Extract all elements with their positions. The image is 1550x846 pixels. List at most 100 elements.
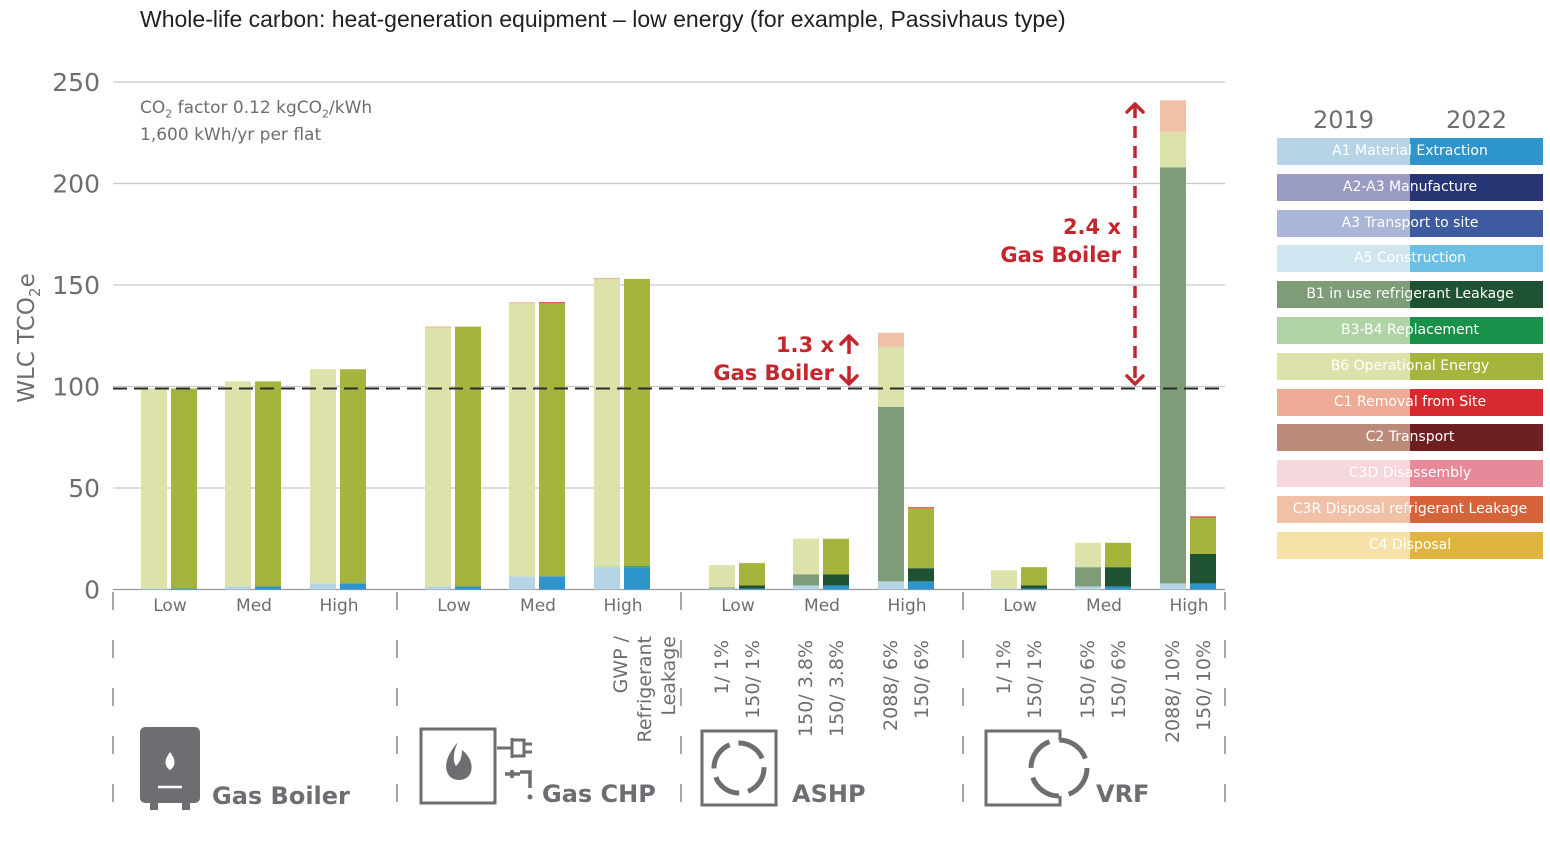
bar-segment bbox=[255, 381, 281, 587]
y-tick-label: 0 bbox=[84, 576, 100, 605]
y-tick-label: 100 bbox=[52, 373, 100, 402]
vrf-annotation: 2.4 x Gas Boiler bbox=[980, 213, 1121, 269]
plug-icon bbox=[497, 738, 532, 758]
bar-segment bbox=[455, 586, 481, 590]
bar-segment bbox=[1160, 167, 1186, 584]
bar-segment bbox=[878, 346, 904, 407]
legend-swatch-2019 bbox=[1277, 245, 1410, 273]
legend-swatch-2019 bbox=[1277, 138, 1410, 165]
legend-swatch-2022 bbox=[1410, 424, 1543, 452]
category-gas-chp: Gas CHP bbox=[542, 780, 656, 808]
legend-swatch-2019 bbox=[1277, 388, 1410, 416]
bar-param-label: 150/ 1% bbox=[742, 640, 764, 719]
energy-use-note: 1,600 kWh/yr per flat bbox=[140, 125, 322, 145]
param-axis-title: GWP / Refrigerant Leakage bbox=[610, 635, 680, 742]
category-gas-boiler: Gas Boiler bbox=[212, 782, 350, 810]
bar-param-label: 150/ 6% bbox=[1077, 640, 1099, 719]
category-vrf: VRF bbox=[1096, 780, 1150, 808]
legend-years: 2019 2022 bbox=[1277, 106, 1543, 138]
legend-swatch-2022 bbox=[1410, 281, 1543, 309]
legend-swatch-2019 bbox=[1277, 424, 1410, 452]
bar-segment bbox=[425, 586, 451, 590]
bar-segment bbox=[793, 538, 819, 575]
bar-segment bbox=[594, 278, 620, 567]
bar-param-label: 150/ 3.8% bbox=[826, 640, 848, 737]
legend-swatch-2019 bbox=[1277, 281, 1410, 309]
bar-param-label: 150/ 6% bbox=[1108, 640, 1130, 719]
legend-item-label: B1 in use refrigerant Leakage bbox=[1306, 286, 1514, 303]
bar-param-label: 150/ 6% bbox=[911, 640, 933, 719]
bar-segment bbox=[908, 581, 934, 590]
legend-rows: A1 Material Extraction A2-A3 Manufacture A… bbox=[1277, 138, 1543, 559]
bar-segment bbox=[991, 570, 1017, 589]
legend-swatch-2019 bbox=[1277, 173, 1410, 201]
legend-swatch-2019 bbox=[1277, 531, 1410, 559]
bar-segment bbox=[624, 278, 650, 567]
legend-item: C1 Removal from Site bbox=[1277, 388, 1543, 416]
bar-segment bbox=[624, 566, 650, 568]
bar-segment bbox=[709, 588, 735, 590]
gas-chp-icon bbox=[419, 727, 497, 805]
legend-item: C3D Disassembly bbox=[1277, 460, 1543, 488]
x-tick-label: Low bbox=[437, 596, 471, 616]
legend-item-label: A5 Construction bbox=[1353, 250, 1467, 267]
legend-swatch-2022 bbox=[1410, 316, 1543, 344]
bar-segment bbox=[594, 566, 620, 568]
bar-segment bbox=[793, 574, 819, 586]
legend-item: A3 Transport to site bbox=[1277, 209, 1543, 237]
legend-item: C4 Disposal bbox=[1277, 531, 1543, 559]
fire-icon bbox=[446, 742, 472, 780]
legend-item-label: C4 Disposal bbox=[1368, 536, 1452, 553]
bar-segment bbox=[823, 585, 849, 590]
vrf-comparison-label: Gas Boiler bbox=[1000, 243, 1121, 267]
x-tick-label: Med bbox=[520, 596, 556, 616]
legend-item-label: B6 Operational Energy bbox=[1330, 357, 1490, 374]
bar-segment bbox=[624, 567, 650, 590]
legend-swatch-2022 bbox=[1410, 352, 1543, 380]
legend-item-label: C3R Disposal refrigerant Leakage bbox=[1292, 500, 1528, 517]
tap-icon bbox=[505, 770, 532, 788]
bar-param-label: 2088/ 6% bbox=[880, 640, 902, 731]
bar-segment bbox=[1190, 583, 1216, 590]
bar-segment bbox=[739, 563, 765, 586]
legend-swatch-2022 bbox=[1410, 495, 1543, 523]
bar-param-label: 150/ 1% bbox=[1024, 640, 1046, 719]
legend-item: A5 Construction bbox=[1277, 245, 1543, 273]
bar-segment bbox=[709, 565, 735, 588]
bar-param-label: 150/ 3.8% bbox=[795, 640, 817, 737]
y-axis-label: WLC TCO2e bbox=[14, 273, 44, 403]
bar-segment bbox=[1190, 516, 1216, 518]
cycle-arrows-icon bbox=[1028, 737, 1090, 799]
bar-segment bbox=[509, 303, 535, 577]
boiler-leg bbox=[182, 803, 190, 810]
bar-segment bbox=[739, 588, 765, 590]
legend-item: C3R Disposal refrigerant Leakage bbox=[1277, 495, 1543, 523]
bar-segment bbox=[255, 586, 281, 590]
chart-title: Whole-life carbon: heat-generation equip… bbox=[140, 6, 1066, 32]
x-tick-label: Low bbox=[1003, 596, 1037, 616]
bar-segment bbox=[310, 583, 336, 590]
legend-swatch-2022 bbox=[1410, 388, 1543, 416]
bar-segment bbox=[141, 388, 167, 589]
legend-item-label: A2-A3 Manufacture bbox=[1342, 178, 1478, 195]
legend-item: B6 Operational Energy bbox=[1277, 352, 1543, 380]
bar-segment bbox=[878, 332, 904, 347]
bar-segment bbox=[171, 388, 197, 589]
legend-year-2022: 2022 bbox=[1445, 106, 1508, 134]
x-tick-label: Med bbox=[804, 596, 840, 616]
legend-item: B1 in use refrigerant Leakage bbox=[1277, 281, 1543, 309]
x-tick-label: Med bbox=[236, 596, 272, 616]
bar-segment bbox=[1075, 567, 1101, 587]
legend-item: A2-A3 Manufacture bbox=[1277, 173, 1543, 201]
bar-segment bbox=[1075, 542, 1101, 568]
legend-item-label: C2 Transport bbox=[1365, 429, 1455, 446]
bar-segment bbox=[539, 303, 565, 577]
legend-swatch-2019 bbox=[1277, 352, 1410, 380]
x-tick-label: Low bbox=[153, 596, 187, 616]
bar-segment bbox=[823, 574, 849, 586]
bar-segment bbox=[509, 302, 535, 304]
legend-item: C2 Transport bbox=[1277, 424, 1543, 452]
legend: 2019 2022 A1 Material Extraction A2-A3 Ma… bbox=[1277, 106, 1543, 568]
bar-segment bbox=[991, 588, 1017, 590]
